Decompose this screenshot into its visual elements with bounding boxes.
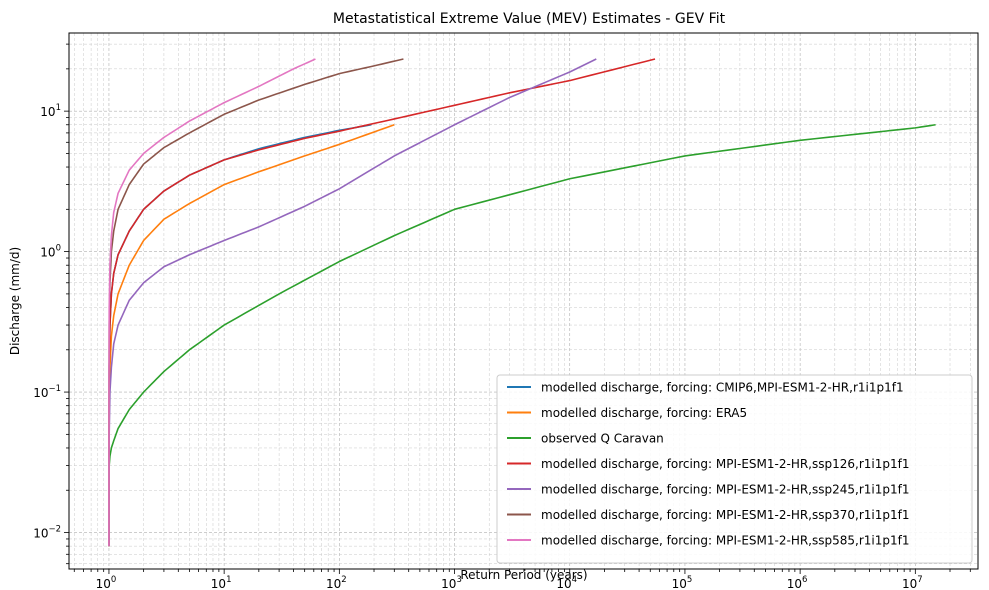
series-line-1 (108, 123, 395, 547)
x-axis-title: Return Period (years) (460, 568, 587, 582)
x-tick-exponent: 2 (341, 575, 346, 585)
series-line-6 (108, 58, 316, 547)
y-tick-mantissa: 10 (33, 527, 48, 541)
legend-label: modelled discharge, forcing: MPI-ESM1-2-… (541, 457, 909, 471)
x-tick-exponent: 4 (572, 575, 577, 585)
series-line-5 (108, 58, 404, 547)
x-tick-exponent: 3 (456, 575, 461, 585)
y-tick-label: 101 (40, 103, 61, 119)
x-tick-label: 107 (902, 575, 923, 590)
x-tick-exponent: 5 (687, 575, 692, 585)
series-line-2 (108, 123, 936, 547)
x-tick-exponent: 0 (111, 575, 116, 585)
series-lines (108, 58, 936, 547)
legend-box (496, 374, 973, 564)
x-tick-label: 101 (211, 575, 232, 590)
x-tick-label: 104 (556, 575, 577, 590)
legend-label: observed Q Caravan (541, 432, 664, 446)
y-tick-exponent: −1 (48, 384, 61, 394)
x-tick-mantissa: 10 (96, 577, 111, 590)
x-tick-mantissa: 10 (787, 577, 802, 590)
series-line-0 (108, 123, 372, 547)
series-line-4 (108, 58, 597, 547)
legend-label: modelled discharge, forcing: MPI-ESM1-2-… (541, 508, 909, 522)
y-tick-mantissa: 10 (33, 386, 48, 400)
y-tick-label: 10−2 (33, 525, 61, 541)
legend-label: modelled discharge, forcing: CMIP6,MPI-E… (541, 381, 904, 395)
x-tick-exponent: 6 (802, 575, 807, 585)
legend-label: modelled discharge, forcing: MPI-ESM1-2-… (541, 534, 909, 548)
y-tick-exponent: 1 (56, 103, 61, 113)
x-tick-mantissa: 10 (441, 577, 456, 590)
chart-title: Metastatistical Extreme Value (MEV) Esti… (333, 11, 726, 27)
x-tick-mantissa: 10 (211, 577, 226, 590)
y-tick-label: 10−1 (33, 384, 61, 400)
x-tick-exponent: 1 (226, 575, 231, 585)
x-tick-label: 106 (787, 575, 808, 590)
x-tick-mantissa: 10 (672, 577, 687, 590)
x-tick-mantissa: 10 (326, 577, 341, 590)
y-axis-title: Discharge (mm/d) (8, 247, 22, 355)
y-tick-mantissa: 10 (40, 246, 55, 260)
x-tick-mantissa: 10 (556, 577, 571, 590)
x-tick-label: 103 (441, 575, 462, 590)
y-tick-mantissa: 10 (40, 105, 55, 119)
y-tick-exponent: 0 (56, 244, 61, 254)
x-tick-label: 100 (96, 575, 117, 590)
x-tick-mantissa: 10 (902, 577, 917, 590)
x-tick-label: 105 (672, 575, 693, 590)
legend: modelled discharge, forcing: CMIP6,MPI-E… (496, 374, 973, 564)
legend-label: modelled discharge, forcing: ERA5 (541, 406, 747, 420)
x-tick-exponent: 7 (917, 575, 922, 585)
y-tick-exponent: −2 (48, 525, 61, 535)
x-tick-label: 102 (326, 575, 347, 590)
y-tick-label: 100 (40, 244, 61, 260)
x-axis: 100 101 102 103 104 105 106 107 (73, 569, 971, 590)
series-line-3 (108, 58, 656, 547)
legend-label: modelled discharge, forcing: MPI-ESM1-2-… (541, 483, 909, 497)
